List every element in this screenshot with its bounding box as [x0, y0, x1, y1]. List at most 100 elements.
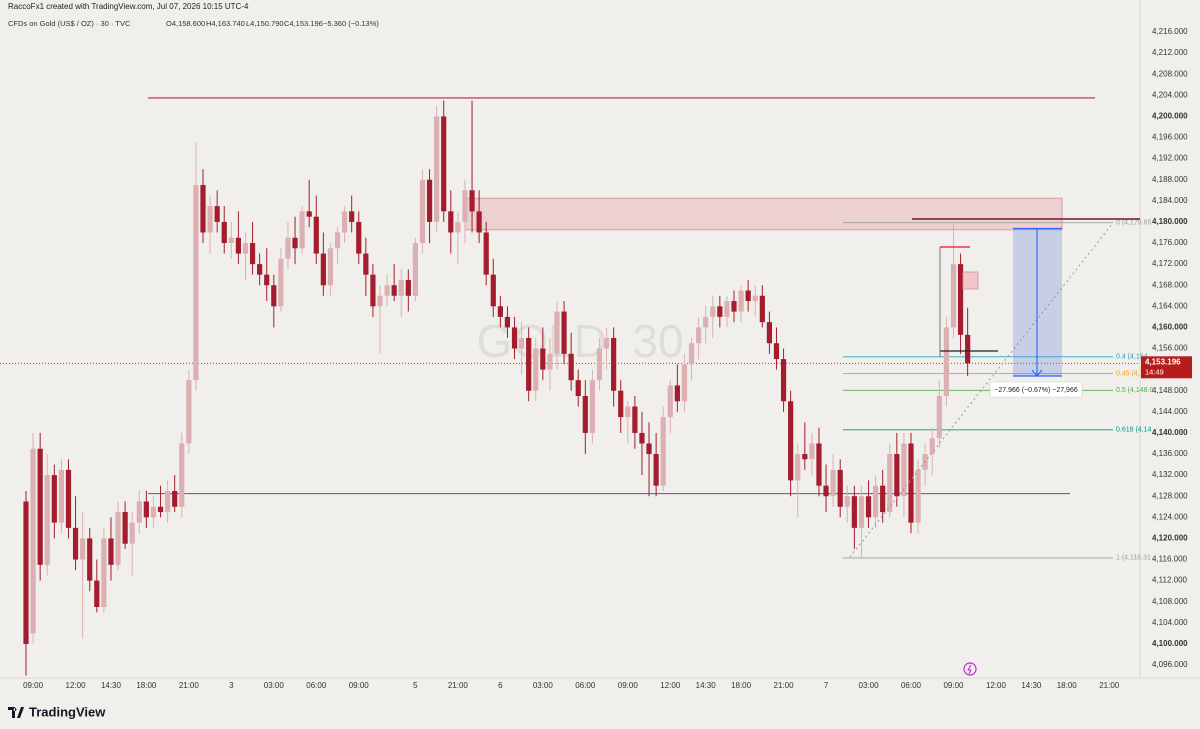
candle-body: [788, 401, 794, 481]
x-tick-label: 06:00: [901, 681, 922, 690]
candle-body: [575, 380, 581, 396]
candle-body: [802, 454, 808, 460]
measure-label: −27.966 (−0.67%) −27,966: [994, 387, 1078, 394]
candle-body: [342, 211, 348, 233]
candle-body: [264, 274, 270, 286]
x-tick-label: 18:00: [731, 681, 752, 690]
ohlc-low: L4,150.790: [246, 19, 284, 28]
candle-body: [490, 274, 496, 307]
y-tick-label: 4,192.000: [1152, 154, 1188, 163]
x-tick-label: 09:00: [349, 681, 370, 690]
y-tick-label: 4,108.000: [1152, 597, 1188, 606]
x-tick-label: 21:00: [774, 681, 795, 690]
x-tick-label: 14:30: [1021, 681, 1042, 690]
symbol: CFDs on Gold (US$ / OZ) · 30 · TVC: [8, 19, 131, 28]
y-tick-label: 4,216.000: [1152, 27, 1188, 36]
candle-body: [412, 243, 418, 296]
candle-body: [625, 406, 631, 418]
candle-body: [115, 512, 121, 565]
x-tick-label: 03:00: [264, 681, 285, 690]
candle-body: [766, 322, 772, 344]
candle-body: [441, 116, 447, 212]
x-tick-label: 14:30: [696, 681, 717, 690]
candle-body: [816, 443, 822, 486]
plot-area: [0, 0, 1140, 678]
candle-body: [363, 253, 369, 275]
candle-body: [851, 496, 857, 528]
x-tick-label: 21:00: [448, 681, 469, 690]
last-price-box: [1141, 356, 1192, 379]
measure-arrow: [1031, 228, 1043, 377]
x-tick-label: 03:00: [859, 681, 880, 690]
candle-body: [497, 306, 503, 317]
candle-body: [200, 184, 206, 233]
y-tick-label: 4,128.000: [1152, 491, 1188, 500]
candle-body: [108, 538, 114, 565]
candle-body: [660, 417, 666, 486]
x-tick-label: 5: [413, 681, 418, 690]
candle-body: [419, 179, 426, 244]
candle-body: [547, 353, 553, 370]
y-tick-label: 4,124.000: [1152, 512, 1188, 521]
candle-body: [646, 443, 652, 455]
candle-body: [370, 274, 376, 307]
candle-body: [731, 301, 737, 312]
candle-body: [306, 211, 312, 217]
candle-body: [603, 337, 610, 349]
candle-body: [858, 496, 865, 528]
candle-body: [724, 301, 730, 317]
candle-body: [667, 385, 673, 418]
candle-body: [384, 285, 390, 296]
candles: [23, 100, 971, 676]
y-tick-label: 4,116.000: [1152, 555, 1188, 564]
candle-body: [207, 206, 213, 233]
candle-body: [51, 475, 57, 523]
y-tick-label: 4,160.000: [1152, 323, 1188, 332]
measure-label-box: [989, 381, 1083, 398]
ohlc-open: O4,158.600: [166, 19, 205, 28]
candle-body: [568, 353, 574, 381]
ohlc-high: H4,163.740: [206, 19, 245, 28]
candle-body: [780, 359, 787, 402]
candle-body: [943, 327, 949, 396]
y-tick-label: 4,164.000: [1152, 301, 1188, 310]
candle-body: [710, 306, 716, 317]
candle-body: [94, 580, 100, 607]
candle-body: [136, 501, 142, 523]
x-tick-label: 21:00: [179, 681, 200, 690]
candle-body: [809, 443, 815, 460]
x-tick-label: 18:00: [1057, 681, 1078, 690]
candle-body: [235, 237, 241, 254]
candle-body: [30, 448, 36, 634]
candle-body: [837, 469, 843, 507]
candle-body: [87, 538, 93, 581]
candle-body: [186, 380, 192, 444]
candle-body: [214, 206, 220, 222]
candle-body: [717, 306, 723, 317]
candle-body: [320, 253, 326, 286]
position-box: [962, 271, 979, 290]
fib-label: 1 (4,116.31: [1116, 555, 1151, 562]
candle-body: [901, 443, 907, 497]
candle-body: [349, 211, 355, 222]
x-tick-label: 03:00: [533, 681, 554, 690]
candle-body: [405, 279, 411, 296]
candle-body: [377, 295, 383, 307]
candle-body: [696, 327, 702, 344]
event-icon[interactable]: [963, 662, 977, 676]
candle-body: [915, 469, 921, 523]
candle-body: [752, 295, 758, 302]
candle-body: [681, 364, 688, 402]
candle-body: [278, 258, 284, 307]
candle-body: [773, 343, 780, 360]
candle-body: [44, 475, 50, 565]
candle-body: [950, 264, 957, 328]
candle-body: [455, 221, 461, 233]
candle-body: [285, 237, 291, 259]
y-tick-label: 4,132.000: [1152, 470, 1188, 479]
ohlc-change: −5.360 (−0.13%): [323, 19, 379, 28]
candle-body: [391, 285, 397, 296]
y-tick-label: 4,144.000: [1152, 407, 1188, 416]
candle-body: [795, 454, 801, 481]
